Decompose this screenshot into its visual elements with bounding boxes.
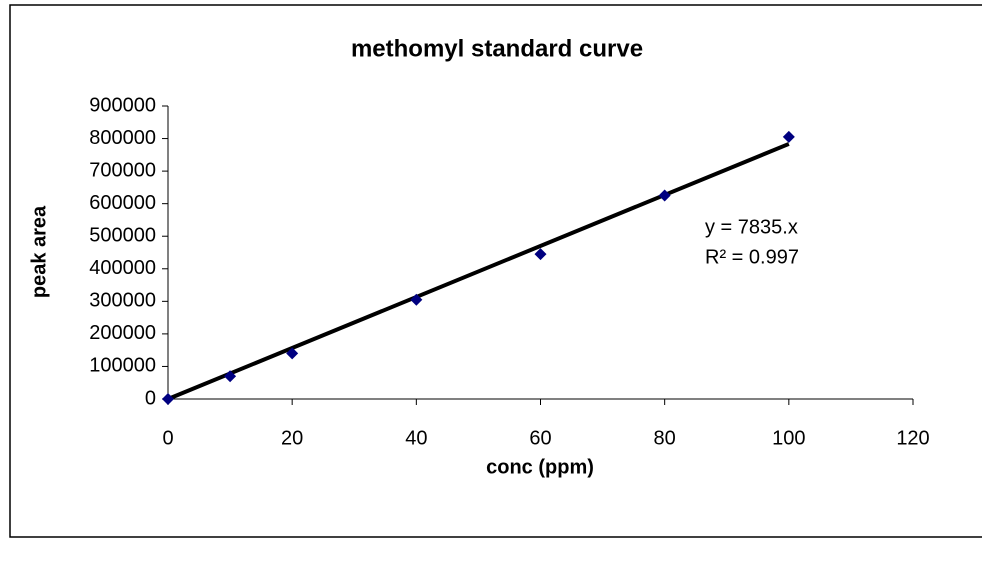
data-point [286,347,299,360]
y-tick-label: 700000 [89,159,156,181]
x-tick-label: 80 [654,427,676,449]
x-axis-label: conc (ppm) [486,456,594,478]
x-tick-label: 40 [405,427,427,449]
data-point [410,293,423,306]
y-tick-label: 200000 [89,322,156,344]
x-tick-label: 20 [281,427,303,449]
x-tick-label: 60 [529,427,551,449]
x-tick-label: 120 [896,427,929,449]
x-tick-label: 0 [162,427,173,449]
x-tick-label: 100 [772,427,805,449]
y-tick-label: 100000 [89,355,156,377]
y-tick-label: 800000 [89,127,156,149]
data-point [658,189,671,202]
trendline [167,142,790,401]
data-point [782,130,795,143]
data-point [534,248,547,261]
y-tick-label: 400000 [89,257,156,279]
y-tick-label: 600000 [89,192,156,214]
y-tick-label: 900000 [89,94,156,116]
r-squared-label: R² = 0.997 [705,246,799,268]
y-axis-label: peak area [28,205,50,298]
y-tick-label: 0 [145,387,156,409]
data-point [224,370,237,383]
y-tick-label: 300000 [89,290,156,312]
chart-border [9,4,982,538]
equation-label: y = 7835.x [705,216,798,238]
chart-title: methomyl standard curve [351,35,643,62]
data-point [162,393,174,405]
y-tick-label: 500000 [89,225,156,247]
